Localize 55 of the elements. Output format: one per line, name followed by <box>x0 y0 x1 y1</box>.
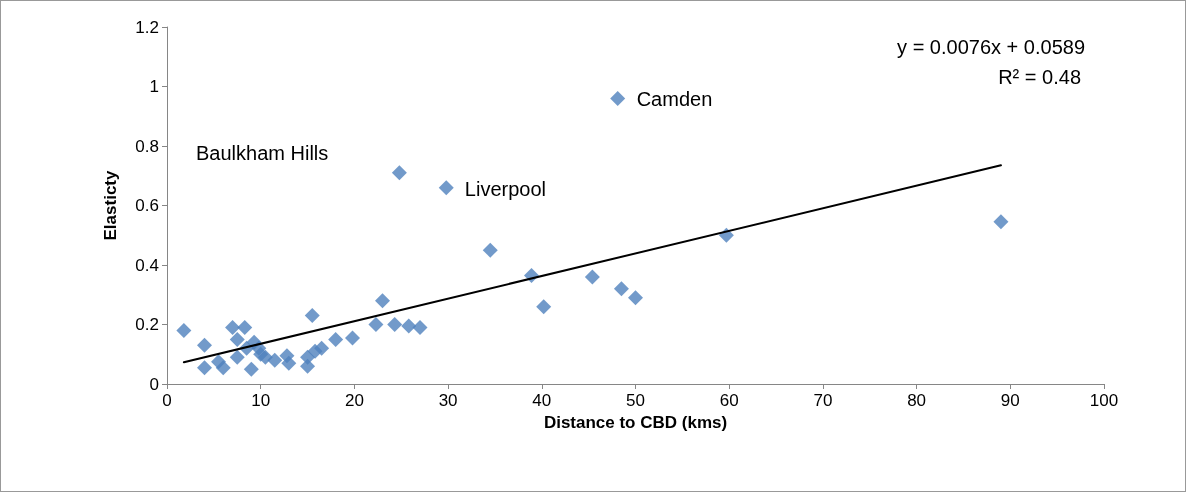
point <box>584 269 600 285</box>
annotation: Baulkham Hills <box>196 142 329 164</box>
point <box>438 180 454 196</box>
point <box>387 317 403 332</box>
x-tick-label: 80 <box>907 391 927 410</box>
y-tick-label: 0.8 <box>135 136 159 156</box>
point <box>536 299 552 315</box>
y-tick-label: 0.4 <box>135 255 159 275</box>
y-tick-label: 0.6 <box>135 196 159 215</box>
point <box>993 214 1009 230</box>
point <box>229 349 245 365</box>
point <box>267 352 283 368</box>
x-tick-label: 30 <box>438 391 458 410</box>
point <box>482 242 498 258</box>
point <box>368 317 384 332</box>
point <box>281 355 297 371</box>
annotation: Camden <box>636 87 713 110</box>
point <box>304 308 320 324</box>
point <box>345 330 361 346</box>
y-tick-label: 0.2 <box>135 315 159 334</box>
x-tick-label: 100 <box>1089 391 1119 410</box>
x-tick-label: 50 <box>626 391 645 410</box>
annotation: R² = 0.48 <box>998 66 1082 88</box>
point <box>401 318 417 334</box>
y-axis-title: Elasticty <box>101 170 120 241</box>
point <box>610 90 626 106</box>
point <box>375 293 391 309</box>
x-axis-title: Distance to CBD (kms) <box>543 413 728 432</box>
x-tick-label: 10 <box>251 391 271 410</box>
point <box>613 281 629 297</box>
point <box>314 340 330 356</box>
point <box>176 322 192 338</box>
x-tick-label: 70 <box>813 391 833 410</box>
point <box>225 319 241 335</box>
y-tick-label: 1.2 <box>135 17 159 37</box>
point <box>328 331 344 347</box>
y-tick-label: 0 <box>149 374 159 394</box>
x-tick-label: 90 <box>1000 391 1020 410</box>
point <box>237 319 253 335</box>
x-tick-label: 0 <box>162 391 172 410</box>
point <box>391 165 407 181</box>
point <box>243 361 259 377</box>
annotation: Liverpool <box>464 177 546 200</box>
point <box>196 337 212 353</box>
point <box>628 290 643 306</box>
point <box>300 349 316 365</box>
point <box>215 360 231 376</box>
x-tick-label: 20 <box>344 391 364 410</box>
x-tick-label: 40 <box>532 391 552 410</box>
annotation: y = 0.0076x + 0.0589 <box>897 36 1086 58</box>
point <box>412 319 428 335</box>
point <box>229 331 245 347</box>
point <box>196 360 212 376</box>
x-tick-label: 60 <box>719 391 739 410</box>
y-tick-label: 1 <box>149 77 159 96</box>
